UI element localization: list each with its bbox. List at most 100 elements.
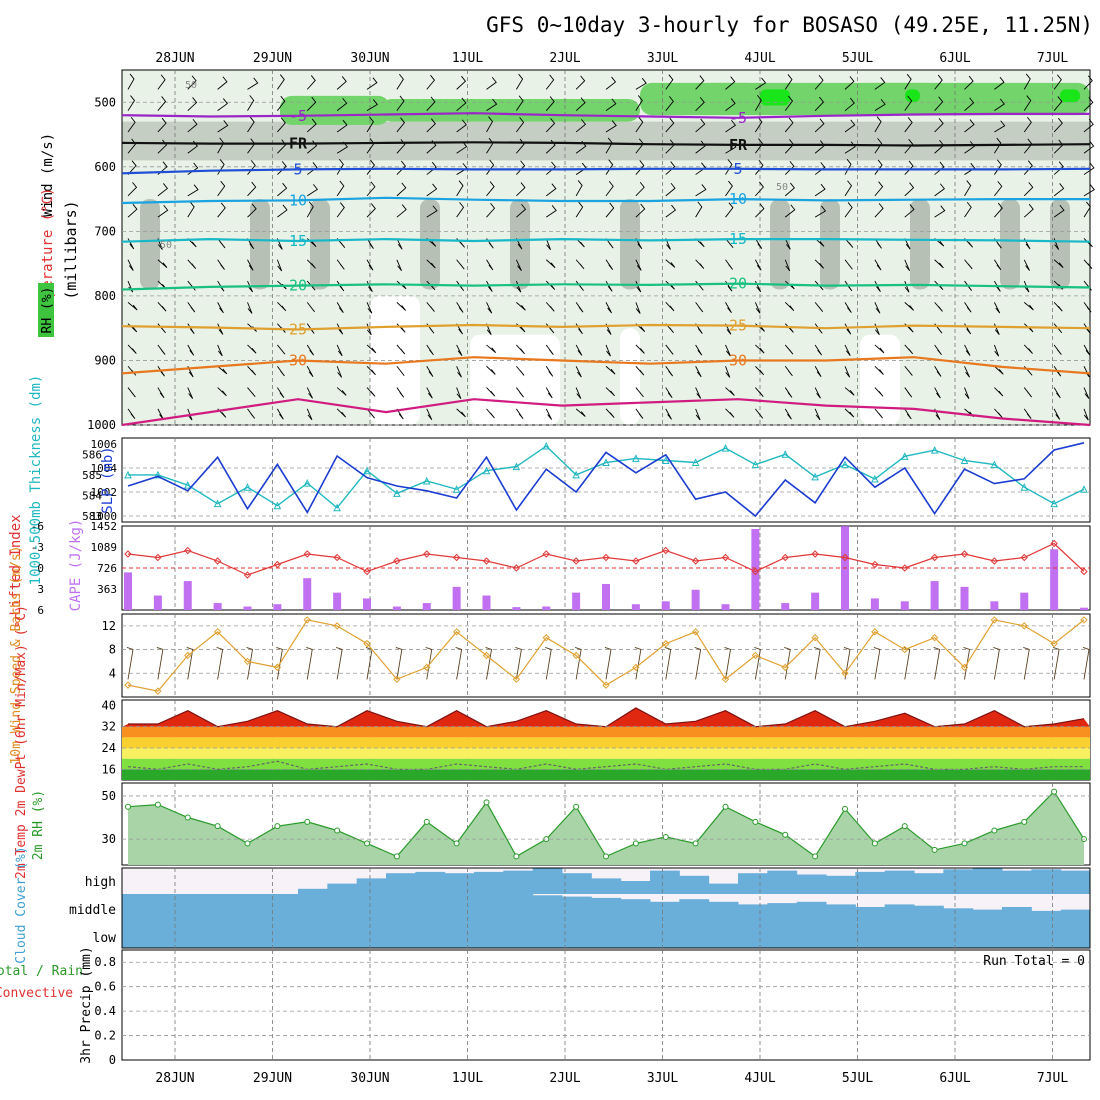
wind-barb <box>366 238 374 249</box>
wind-barb <box>1053 408 1061 420</box>
wind-barb <box>934 183 945 197</box>
wind-barb <box>844 119 856 133</box>
lifted-index-point <box>243 571 252 579</box>
wind-barb <box>994 202 1003 218</box>
slp-series <box>127 442 1085 518</box>
wind-barb <box>873 647 881 680</box>
thickness-point <box>811 472 819 481</box>
wind-barb <box>366 203 376 218</box>
wind-barb <box>516 160 526 175</box>
wind-barb <box>964 238 974 248</box>
wind-speed-point <box>124 681 132 689</box>
wind-barb <box>784 365 793 377</box>
cloud-bar <box>1002 907 1032 920</box>
wind-barb <box>725 366 731 378</box>
wind-barb <box>1083 75 1093 90</box>
thickness-point <box>781 450 790 458</box>
rh-band-bright <box>760 89 790 106</box>
wind-barb <box>754 302 761 314</box>
rh-point <box>603 853 609 860</box>
lifted-index-point <box>662 546 670 555</box>
cape-bar <box>960 586 969 610</box>
wind-barb <box>456 366 462 378</box>
wind-barb <box>366 99 378 112</box>
wind-barb <box>575 180 583 197</box>
wind-barb <box>336 408 347 418</box>
wind-barb <box>396 204 407 218</box>
rh-label: RH (%) <box>40 287 55 334</box>
cape-bar <box>482 595 491 610</box>
wind-barb <box>874 259 882 271</box>
contour-label: 15 <box>729 230 747 248</box>
cape-bar <box>900 601 909 610</box>
wind-barb <box>515 259 522 271</box>
cloud-bar <box>298 920 328 948</box>
wind-barb <box>336 344 343 357</box>
wind-barb <box>665 259 676 268</box>
precip-panel-frame <box>121 949 1091 1061</box>
upper-ylabel: (millibars) <box>62 200 80 299</box>
pressure-tick: 500 <box>94 95 116 109</box>
contour-label: 10 <box>289 191 307 209</box>
wind-barb <box>844 76 855 90</box>
contour-label: 25 <box>729 317 747 335</box>
wind-barb <box>157 74 166 90</box>
thickness-point <box>452 485 461 493</box>
wind-barb <box>665 96 674 111</box>
wind-barb <box>755 77 767 90</box>
cape-bar <box>751 529 760 610</box>
wind-barb <box>516 95 524 111</box>
wind-barb <box>545 118 556 133</box>
wind-barb <box>187 408 193 421</box>
rh-plume <box>770 199 790 290</box>
date-tick-top: 7JUL <box>1037 51 1068 66</box>
wind-barb <box>695 184 707 197</box>
pressure-tick: 800 <box>94 289 116 303</box>
wind-barb <box>874 302 881 314</box>
cloud-bar <box>386 873 416 894</box>
wind-barb <box>844 158 852 175</box>
rh-point <box>393 853 400 860</box>
cape-bar <box>602 583 610 610</box>
wind-barb <box>396 182 407 197</box>
wind-barb <box>665 323 675 334</box>
wind-barb <box>335 647 343 680</box>
wind-barb <box>933 647 941 680</box>
wind-barb <box>456 119 467 133</box>
wind-barb <box>575 162 587 175</box>
date-tick-bottom: 5JUL <box>842 1071 873 1086</box>
wind-barb <box>486 408 495 419</box>
thickness-tick: 583 <box>82 510 102 523</box>
cloud-bar <box>914 905 944 920</box>
wind-barb <box>635 302 641 314</box>
rh-point <box>125 803 131 810</box>
wind-barb <box>247 203 257 218</box>
wind-barb <box>336 76 347 90</box>
wind-barb <box>725 323 732 335</box>
cloud-bar <box>855 920 886 948</box>
wind-barb <box>964 280 973 291</box>
thickness-point <box>721 443 730 452</box>
wind-barb <box>336 119 348 133</box>
wind-barb <box>306 302 316 313</box>
wind-barb <box>157 387 165 399</box>
wind-barb <box>336 387 347 396</box>
wind-barb <box>964 366 971 378</box>
cape-bar <box>781 603 790 610</box>
wind-barb <box>874 344 885 354</box>
wind-barb <box>187 97 198 111</box>
cloud-bar <box>327 894 358 920</box>
rh-point <box>871 840 878 847</box>
wind-barb <box>784 238 791 250</box>
temperature-contour <box>121 237 1091 243</box>
cloud-bar <box>151 920 182 948</box>
wind-barb <box>396 139 406 154</box>
wind-barb <box>217 76 228 90</box>
cloud-bar <box>239 894 270 920</box>
thickness-point <box>691 458 700 467</box>
wind-ylabel: 10m Wind Speed & Barbs (m/s) <box>9 545 24 764</box>
wind-barb <box>1023 647 1030 680</box>
precip-tick: 0.4 <box>94 1004 116 1018</box>
wind-barb <box>695 302 704 313</box>
wind-barb <box>575 408 586 417</box>
